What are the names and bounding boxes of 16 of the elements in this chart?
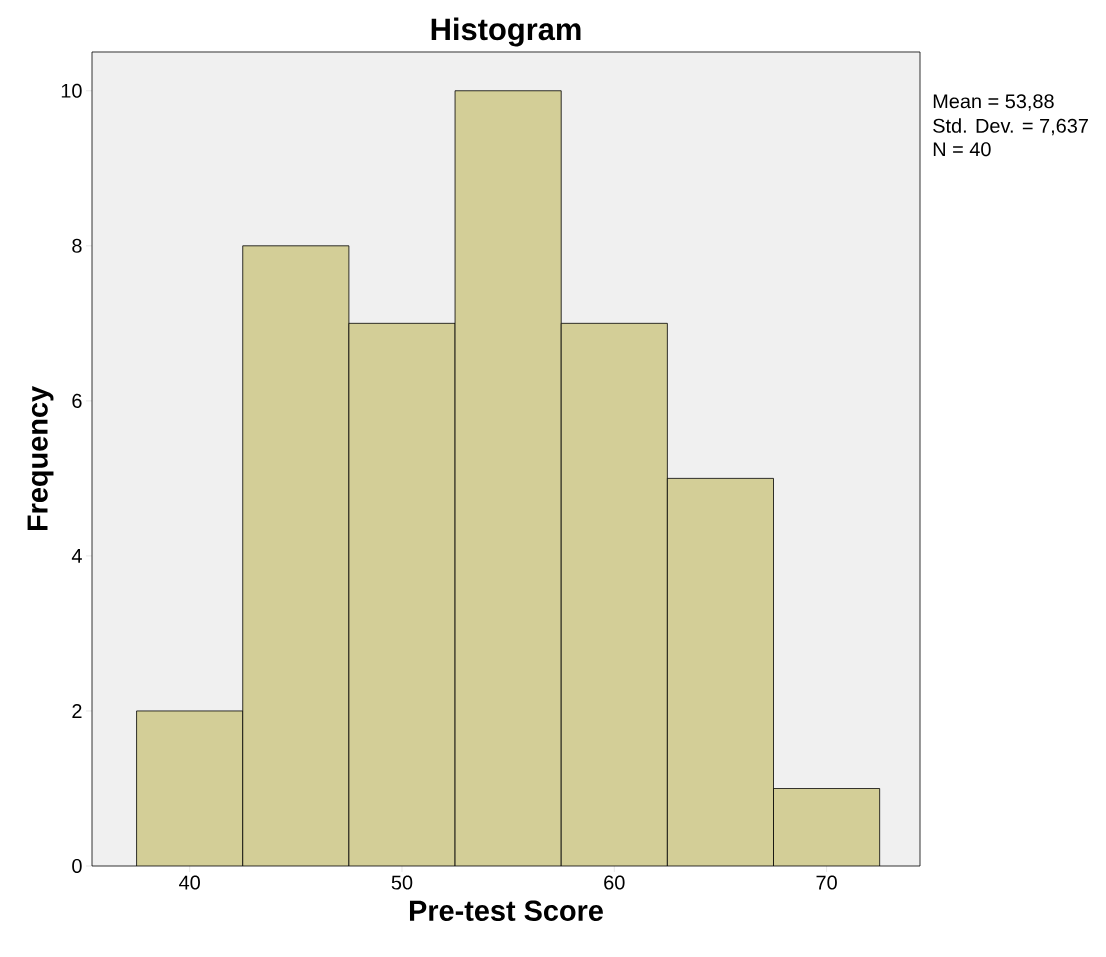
y-tick-label: 4 xyxy=(71,549,82,563)
x-tick-label: 50 xyxy=(391,875,413,890)
y-tick-label: 2 xyxy=(72,704,82,718)
text: Std. Dev. = 7,637 xyxy=(933,118,1088,136)
x-tick-label: 70 xyxy=(816,875,837,890)
text: N = 40 xyxy=(933,142,991,157)
x-tick-label: 40 xyxy=(179,875,200,890)
y-tick-label: 10 xyxy=(61,83,82,98)
y-tick-label: 6 xyxy=(72,393,82,408)
y-tick-label: 8 xyxy=(72,238,82,253)
chart-title: Histogram xyxy=(431,17,581,47)
y-axis-title: Frequency xyxy=(27,386,54,531)
x-axis-title: Pre-test Score xyxy=(409,900,603,921)
y-tick-label: 0 xyxy=(72,858,82,874)
text: Mean = 53,88 xyxy=(933,94,1054,111)
x-tick-label: 60 xyxy=(604,875,625,890)
